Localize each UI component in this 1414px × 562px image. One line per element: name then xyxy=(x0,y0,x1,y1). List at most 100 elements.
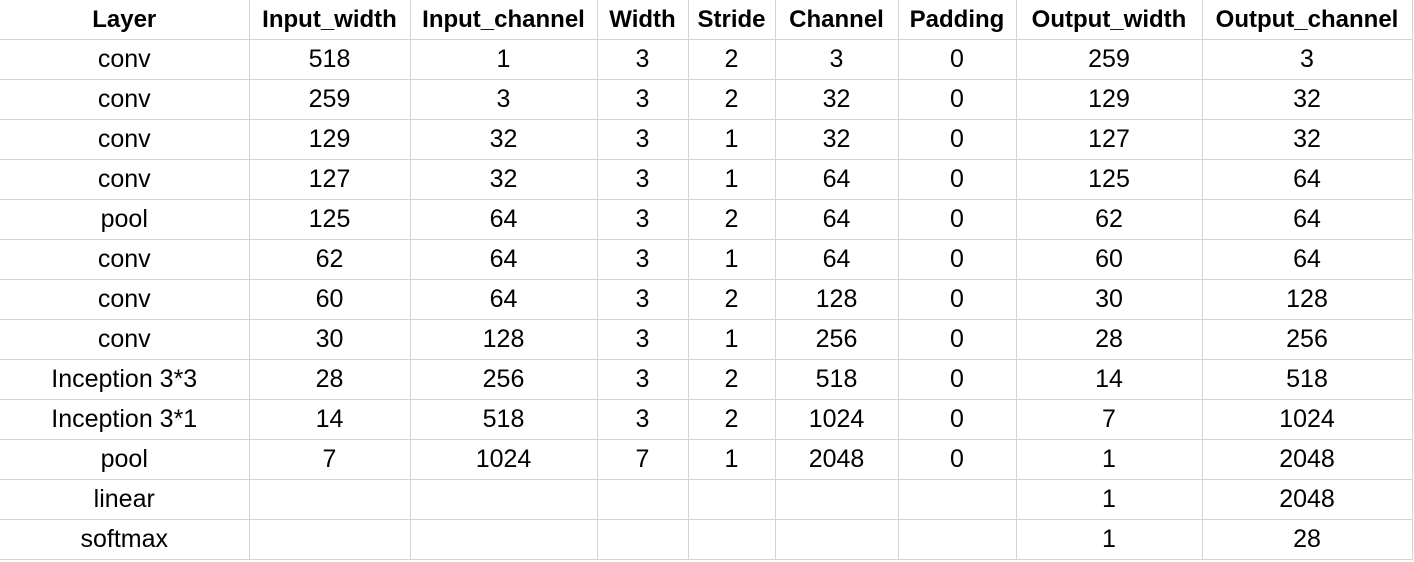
table-cell[interactable]: 2048 xyxy=(1201,439,1413,480)
table-cell[interactable]: 32 xyxy=(409,119,598,160)
table-cell[interactable]: 3 xyxy=(596,399,689,440)
table-cell[interactable]: 3 xyxy=(596,119,689,160)
table-cell[interactable]: conv xyxy=(0,79,250,120)
table-cell[interactable]: 1 xyxy=(687,239,776,280)
table-cell[interactable] xyxy=(687,479,776,520)
table-cell[interactable]: 0 xyxy=(897,239,1017,280)
table-cell[interactable]: 518 xyxy=(409,399,598,440)
table-cell[interactable]: 128 xyxy=(774,279,899,320)
header-cell[interactable]: Padding xyxy=(897,0,1017,40)
table-cell[interactable]: 64 xyxy=(409,239,598,280)
table-cell[interactable]: 64 xyxy=(774,199,899,240)
table-cell[interactable]: 518 xyxy=(774,359,899,400)
table-cell[interactable]: 1 xyxy=(1015,519,1203,560)
table-cell[interactable]: 125 xyxy=(248,199,411,240)
table-cell[interactable]: 28 xyxy=(1201,519,1413,560)
table-cell[interactable]: 28 xyxy=(248,359,411,400)
table-cell[interactable]: 3 xyxy=(774,39,899,80)
table-cell[interactable]: 64 xyxy=(409,279,598,320)
table-cell[interactable] xyxy=(687,519,776,560)
table-cell[interactable]: 1 xyxy=(409,39,598,80)
table-cell[interactable]: 1024 xyxy=(1201,399,1413,440)
table-cell[interactable]: 64 xyxy=(1201,239,1413,280)
table-cell[interactable]: 0 xyxy=(897,359,1017,400)
table-cell[interactable]: 3 xyxy=(596,359,689,400)
table-cell[interactable]: 2048 xyxy=(1201,479,1413,520)
header-cell[interactable]: Stride xyxy=(687,0,776,40)
table-cell[interactable]: 0 xyxy=(897,79,1017,120)
table-cell[interactable]: 30 xyxy=(248,319,411,360)
table-cell[interactable]: 0 xyxy=(897,39,1017,80)
table-cell[interactable] xyxy=(774,479,899,520)
table-cell[interactable]: linear xyxy=(0,479,250,520)
table-cell[interactable]: conv xyxy=(0,279,250,320)
table-cell[interactable]: 3 xyxy=(596,199,689,240)
table-cell[interactable]: 0 xyxy=(897,119,1017,160)
table-cell[interactable]: 0 xyxy=(897,199,1017,240)
table-cell[interactable]: 62 xyxy=(248,239,411,280)
table-cell[interactable]: conv xyxy=(0,239,250,280)
header-cell[interactable]: Input_width xyxy=(248,0,411,40)
table-cell[interactable]: pool xyxy=(0,439,250,480)
table-cell[interactable]: 64 xyxy=(1201,159,1413,200)
table-cell[interactable] xyxy=(897,479,1017,520)
table-cell[interactable]: 3 xyxy=(409,79,598,120)
header-cell[interactable]: Output_channel xyxy=(1201,0,1413,40)
header-cell[interactable]: Channel xyxy=(774,0,899,40)
table-cell[interactable]: 0 xyxy=(897,279,1017,320)
table-cell[interactable]: 14 xyxy=(248,399,411,440)
header-cell[interactable]: Layer xyxy=(0,0,250,40)
table-cell[interactable]: 28 xyxy=(1015,319,1203,360)
table-cell[interactable]: 125 xyxy=(1015,159,1203,200)
table-cell[interactable]: 1 xyxy=(687,119,776,160)
table-cell[interactable]: 64 xyxy=(774,239,899,280)
table-cell[interactable]: 2 xyxy=(687,399,776,440)
table-cell[interactable]: 1024 xyxy=(409,439,598,480)
table-cell[interactable]: softmax xyxy=(0,519,250,560)
table-cell[interactable]: 60 xyxy=(1015,239,1203,280)
header-cell[interactable]: Width xyxy=(596,0,689,40)
table-cell[interactable]: 256 xyxy=(1201,319,1413,360)
table-cell[interactable]: 32 xyxy=(409,159,598,200)
header-cell[interactable]: Input_channel xyxy=(409,0,598,40)
table-cell[interactable]: conv xyxy=(0,119,250,160)
table-cell[interactable]: 2 xyxy=(687,199,776,240)
table-cell[interactable]: 518 xyxy=(248,39,411,80)
table-cell[interactable]: 7 xyxy=(596,439,689,480)
table-cell[interactable]: 1 xyxy=(687,439,776,480)
table-cell[interactable]: 259 xyxy=(1015,39,1203,80)
table-cell[interactable]: pool xyxy=(0,199,250,240)
table-cell[interactable]: 3 xyxy=(1201,39,1413,80)
table-cell[interactable]: 3 xyxy=(596,159,689,200)
table-cell[interactable]: 2048 xyxy=(774,439,899,480)
table-cell[interactable]: 3 xyxy=(596,79,689,120)
table-cell[interactable]: 0 xyxy=(897,319,1017,360)
table-cell[interactable] xyxy=(409,479,598,520)
table-cell[interactable]: 1024 xyxy=(774,399,899,440)
table-cell[interactable]: 128 xyxy=(1201,279,1413,320)
table-cell[interactable]: 2 xyxy=(687,279,776,320)
table-cell[interactable]: 0 xyxy=(897,159,1017,200)
header-cell[interactable]: Output_width xyxy=(1015,0,1203,40)
table-cell[interactable]: 259 xyxy=(248,79,411,120)
table-cell[interactable]: 2 xyxy=(687,79,776,120)
table-cell[interactable]: 14 xyxy=(1015,359,1203,400)
table-cell[interactable]: 2 xyxy=(687,359,776,400)
table-cell[interactable]: conv xyxy=(0,159,250,200)
table-cell[interactable]: 32 xyxy=(774,119,899,160)
table-cell[interactable]: 3 xyxy=(596,279,689,320)
table-cell[interactable]: Inception 3*1 xyxy=(0,399,250,440)
table-cell[interactable]: 127 xyxy=(1015,119,1203,160)
table-cell[interactable]: 60 xyxy=(248,279,411,320)
table-cell[interactable]: 1 xyxy=(687,319,776,360)
table-cell[interactable]: 256 xyxy=(409,359,598,400)
table-cell[interactable]: 129 xyxy=(1015,79,1203,120)
table-cell[interactable]: 64 xyxy=(409,199,598,240)
table-cell[interactable]: 1 xyxy=(1015,479,1203,520)
table-cell[interactable]: conv xyxy=(0,319,250,360)
table-cell[interactable]: 3 xyxy=(596,319,689,360)
table-cell[interactable]: 0 xyxy=(897,399,1017,440)
table-cell[interactable]: 128 xyxy=(409,319,598,360)
table-cell[interactable]: 30 xyxy=(1015,279,1203,320)
table-cell[interactable]: conv xyxy=(0,39,250,80)
